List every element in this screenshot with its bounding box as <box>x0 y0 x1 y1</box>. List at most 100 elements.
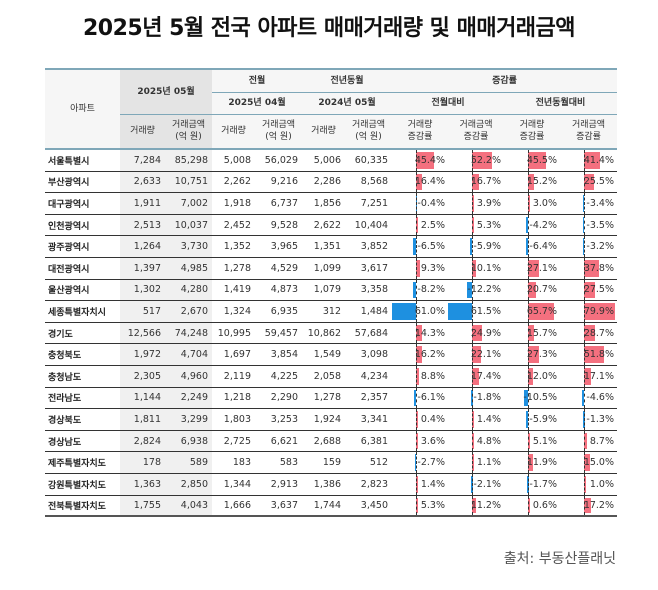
cell-vol-2505: 2,633 <box>120 171 165 193</box>
zero-axis-line <box>416 387 417 409</box>
region-name: 대전광역시 <box>48 264 90 275</box>
cell-mom-vol-change: 3.6% <box>392 430 448 452</box>
cell-mom-amt-change: -12.2% <box>448 279 504 301</box>
cell-mom-vol-change: 2.5% <box>392 214 448 236</box>
negative-bar <box>412 281 416 299</box>
region-name: 전라남도 <box>48 394 82 405</box>
header-yoy-group: 전년동월대비 <box>535 98 586 108</box>
table-row: 대구광역시 1,911 7,002 1,918 6,737 1,856 7,251 -0.4%… <box>45 193 617 215</box>
positive-bar <box>584 346 605 363</box>
negative-bar <box>392 303 416 320</box>
zero-axis-line <box>528 150 529 171</box>
cell-vol-2405: 10,862 <box>307 327 341 339</box>
change-value: 45.4% <box>414 154 445 166</box>
cell-mom-amt-change: 4.8% <box>448 430 504 452</box>
change-value: -4.2% <box>529 219 557 231</box>
table-row: 광주광역시 1,264 3,730 1,352 3,965 1,351 3,852 -6.5%… <box>45 236 617 258</box>
change-value: 11.2% <box>470 499 501 511</box>
change-value: 52.2% <box>470 154 501 166</box>
cell-yoy-amt-change: 37.8% <box>560 257 617 279</box>
cell-vol-2405: 159 <box>322 457 341 469</box>
zero-axis-line <box>528 171 529 193</box>
change-value: 5.1% <box>532 435 557 447</box>
cell-amt-2405: 2,823 <box>360 478 388 490</box>
cell-vol-2405: 1,549 <box>313 349 341 361</box>
region-name: 경상남도 <box>48 437 82 448</box>
zero-axis-line <box>416 430 417 452</box>
positive-bar <box>528 259 539 277</box>
zero-axis-line <box>472 409 473 430</box>
cell-mom-amt-change: 1.1% <box>448 452 504 473</box>
zero-axis-line <box>528 344 529 365</box>
positive-bar <box>528 367 533 385</box>
change-value: 4.8% <box>476 435 501 447</box>
zero-axis-line <box>416 214 417 236</box>
change-value: -3.4% <box>586 197 614 209</box>
header-amt-2405: 거래금액 (억 원) <box>351 120 386 142</box>
change-value: 17.2% <box>583 499 614 511</box>
cell-yoy-amt-change: 41.4% <box>560 150 617 171</box>
cell-vol-2505: 2,824 <box>120 430 165 452</box>
cell-amt-2505: 589 <box>165 452 212 473</box>
change-value: 28.7% <box>583 327 614 339</box>
region-name: 강원특별자치도 <box>48 480 106 491</box>
change-value: -1.8% <box>473 392 501 404</box>
cell-amt-2504: 4,529 <box>270 262 298 274</box>
cell-vol-2504: 2,262 <box>223 176 251 188</box>
cell-yoy-vol-change: -4.2% <box>504 214 560 236</box>
cell-vol-2505: 12,566 <box>120 322 165 344</box>
cell-yoy-amt-change: -3.2% <box>560 236 617 257</box>
header-amt-2505: 거래금액 (억 원) <box>171 120 206 142</box>
change-value: 5.3% <box>476 219 501 231</box>
change-value: -10.5% <box>523 392 557 404</box>
region-name: 경상북도 <box>48 415 82 426</box>
cell-mom-vol-change: -6.5% <box>392 236 448 257</box>
header-current-period: 2025년 05월 <box>120 70 212 114</box>
cell-vol-2505: 1,363 <box>120 473 165 495</box>
zero-axis-line <box>416 473 417 495</box>
zero-axis-line <box>472 430 473 452</box>
positive-bar <box>584 303 616 320</box>
zero-axis-line <box>416 257 417 279</box>
negative-bar <box>525 238 528 255</box>
cell-vol-2505: 2,513 <box>120 214 165 236</box>
change-value: 8.7% <box>589 435 614 447</box>
cell-amt-2505: 3,299 <box>165 409 212 430</box>
region-name: 충청북도 <box>48 351 82 362</box>
cell-vol-2504: 5,008 <box>223 154 251 166</box>
zero-axis-line <box>528 279 529 301</box>
header-amt-2504: 거래금액 (억 원) <box>261 120 296 142</box>
cell-mom-amt-change: 3.9% <box>448 193 504 214</box>
table-row: 대전광역시 1,397 4,985 1,278 4,529 1,099 3,617 9.3% 1… <box>45 257 617 280</box>
change-value: -1.7% <box>529 478 557 490</box>
header-yoy-vol-change: 거래량 증감률 <box>519 120 545 142</box>
header-prev-year-period: 2024년 05월 <box>318 98 376 108</box>
cell-vol-2505: 1,302 <box>120 279 165 301</box>
zero-axis-line <box>584 365 585 387</box>
cell-yoy-vol-change: 45.5% <box>504 150 560 171</box>
cell-amt-2505: 4,280 <box>165 279 212 301</box>
zero-axis-line <box>528 409 529 430</box>
cell-amt-2504: 3,854 <box>270 349 298 361</box>
cell-amt-2504: 583 <box>279 457 298 469</box>
zero-axis-line <box>416 344 417 365</box>
cell-amt-2505: 10,751 <box>165 171 212 193</box>
cell-yoy-amt-change: 79.9% <box>560 301 617 322</box>
cell-amt-2405: 7,251 <box>360 197 388 209</box>
cell-amt-2505: 4,985 <box>165 257 212 279</box>
cell-vol-2505: 1,811 <box>120 409 165 430</box>
change-value: -6.5% <box>417 241 445 253</box>
change-value: 16.2% <box>414 349 445 361</box>
region-name: 경기도 <box>48 329 73 340</box>
zero-axis-line <box>472 279 473 301</box>
change-value: 10.1% <box>470 262 501 274</box>
positive-bar <box>416 497 419 514</box>
zero-axis-line <box>416 279 417 301</box>
change-value: 61.5% <box>470 305 501 317</box>
negative-bar <box>469 238 472 255</box>
zero-axis-line <box>528 236 529 257</box>
region-name: 서울특별시 <box>48 156 90 167</box>
zero-axis-line <box>584 452 585 473</box>
positive-bar <box>584 367 591 385</box>
zero-axis-line <box>472 171 473 193</box>
